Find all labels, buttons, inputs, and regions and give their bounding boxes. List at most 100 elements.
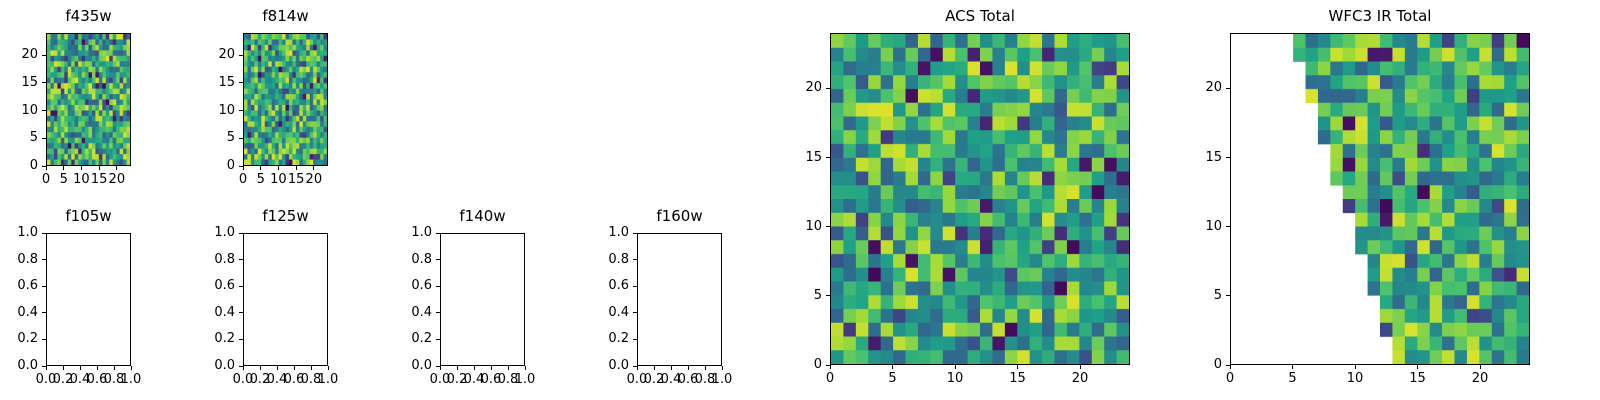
x-tick-label: 15 — [1009, 371, 1026, 386]
x-tick-label: 5 — [256, 172, 265, 187]
y-tick — [42, 165, 46, 167]
x-tick-label: 0 — [825, 371, 835, 386]
y-tick — [42, 312, 46, 314]
x-tick-label: 5 — [59, 172, 68, 187]
x-tick — [295, 166, 297, 170]
y-tick-label: 0.4 — [17, 304, 38, 320]
y-tick — [239, 338, 243, 340]
x-tick-label: 1.0 — [514, 372, 536, 387]
y-tick-label: 10 — [1205, 218, 1222, 234]
y-tick — [239, 110, 243, 112]
panel-title-f105w: f105w — [65, 207, 112, 225]
y-tick-label: 0.0 — [17, 358, 38, 373]
y-tick-label: 5 — [226, 130, 235, 146]
x-tick — [260, 166, 262, 170]
x-tick-label: 0 — [41, 172, 51, 187]
y-tick-label: 1.0 — [17, 225, 38, 240]
y-tick — [633, 285, 637, 287]
x-tick — [1292, 365, 1293, 369]
y-tick-label: 10 — [805, 218, 822, 234]
y-tick — [239, 82, 243, 84]
x-tick-label: 0.4 — [660, 372, 682, 387]
y-tick-label: 0.4 — [608, 304, 629, 320]
y-tick-label: 15 — [218, 74, 235, 90]
y-tick — [1226, 157, 1230, 158]
y-tick-label: 0.0 — [411, 358, 432, 373]
y-tick — [633, 312, 637, 314]
panel-title-f435w: f435w — [65, 7, 112, 25]
y-tick — [42, 82, 46, 84]
panel-title-f160w: f160w — [656, 207, 703, 225]
y-tick — [42, 365, 46, 367]
plot-area-f105w — [46, 233, 131, 366]
x-tick-label: 0.4 — [266, 372, 288, 387]
x-tick — [1229, 365, 1231, 369]
x-tick-label: 0.8 — [694, 372, 716, 387]
x-tick-label: 15 — [90, 172, 108, 187]
y-tick-label: 20 — [218, 47, 235, 63]
y-tick-label: 0 — [813, 357, 822, 372]
x-tick — [670, 366, 672, 370]
x-tick-label: 0.8 — [497, 372, 519, 387]
panel-title-f140w: f140w — [459, 207, 506, 225]
y-tick — [1226, 87, 1230, 89]
heatmap-image-f435w — [47, 34, 130, 165]
panel-title-f814w: f814w — [262, 7, 309, 25]
y-tick-label: 0.8 — [608, 251, 629, 267]
y-tick — [239, 165, 243, 167]
x-tick — [721, 366, 723, 370]
heatmap-image-f814w — [244, 34, 327, 165]
y-tick-label: 0.6 — [608, 278, 629, 294]
plot-area-f435w — [46, 33, 131, 166]
y-tick — [436, 259, 440, 261]
x-tick — [113, 366, 115, 370]
x-tick-label: 1.0 — [317, 372, 339, 387]
y-tick-label: 0.2 — [411, 331, 432, 347]
y-tick-label: 5 — [29, 130, 38, 146]
y-tick-label: 0 — [226, 158, 235, 173]
plot-area-f814w — [243, 33, 328, 166]
x-tick — [242, 166, 244, 170]
x-tick-label: 0.0 — [232, 372, 254, 387]
y-tick — [436, 285, 440, 287]
x-tick-label: 20 — [1471, 371, 1489, 386]
x-tick — [892, 365, 893, 369]
heatmap-image-acs-total — [831, 34, 1129, 364]
y-tick — [436, 338, 440, 340]
y-tick — [826, 295, 830, 297]
y-tick — [42, 137, 46, 139]
y-tick-label: 10 — [218, 102, 235, 118]
x-tick — [45, 166, 47, 170]
x-tick-label: 10 — [1346, 371, 1364, 386]
x-tick — [293, 366, 295, 370]
x-tick-label: 10 — [73, 172, 90, 187]
x-tick — [687, 366, 689, 370]
x-tick — [259, 366, 261, 370]
x-tick — [439, 366, 441, 370]
y-tick-label: 5 — [1213, 287, 1222, 303]
plot-area-f140w — [440, 233, 525, 366]
y-tick — [1226, 295, 1230, 297]
x-tick — [79, 366, 81, 370]
y-tick-label: 5 — [813, 287, 822, 303]
x-tick — [704, 366, 706, 370]
y-tick — [633, 365, 637, 367]
x-tick — [310, 366, 312, 370]
x-tick-label: 1.0 — [120, 372, 142, 387]
y-tick — [436, 232, 440, 234]
y-tick — [239, 137, 243, 139]
y-tick-label: 15 — [805, 149, 822, 165]
x-tick — [1479, 365, 1481, 369]
y-tick-label: 0 — [1213, 357, 1222, 372]
x-tick — [63, 166, 65, 170]
x-tick — [45, 366, 47, 370]
x-tick-label: 0.6 — [86, 372, 108, 387]
y-tick-label: 20 — [21, 47, 38, 63]
x-tick-label: 0.2 — [643, 372, 665, 387]
y-tick — [436, 365, 440, 367]
x-tick — [507, 366, 509, 370]
y-tick — [826, 87, 830, 89]
x-tick — [829, 365, 831, 369]
x-tick-label: 0.8 — [103, 372, 125, 387]
y-tick-label: 0.8 — [214, 251, 235, 267]
